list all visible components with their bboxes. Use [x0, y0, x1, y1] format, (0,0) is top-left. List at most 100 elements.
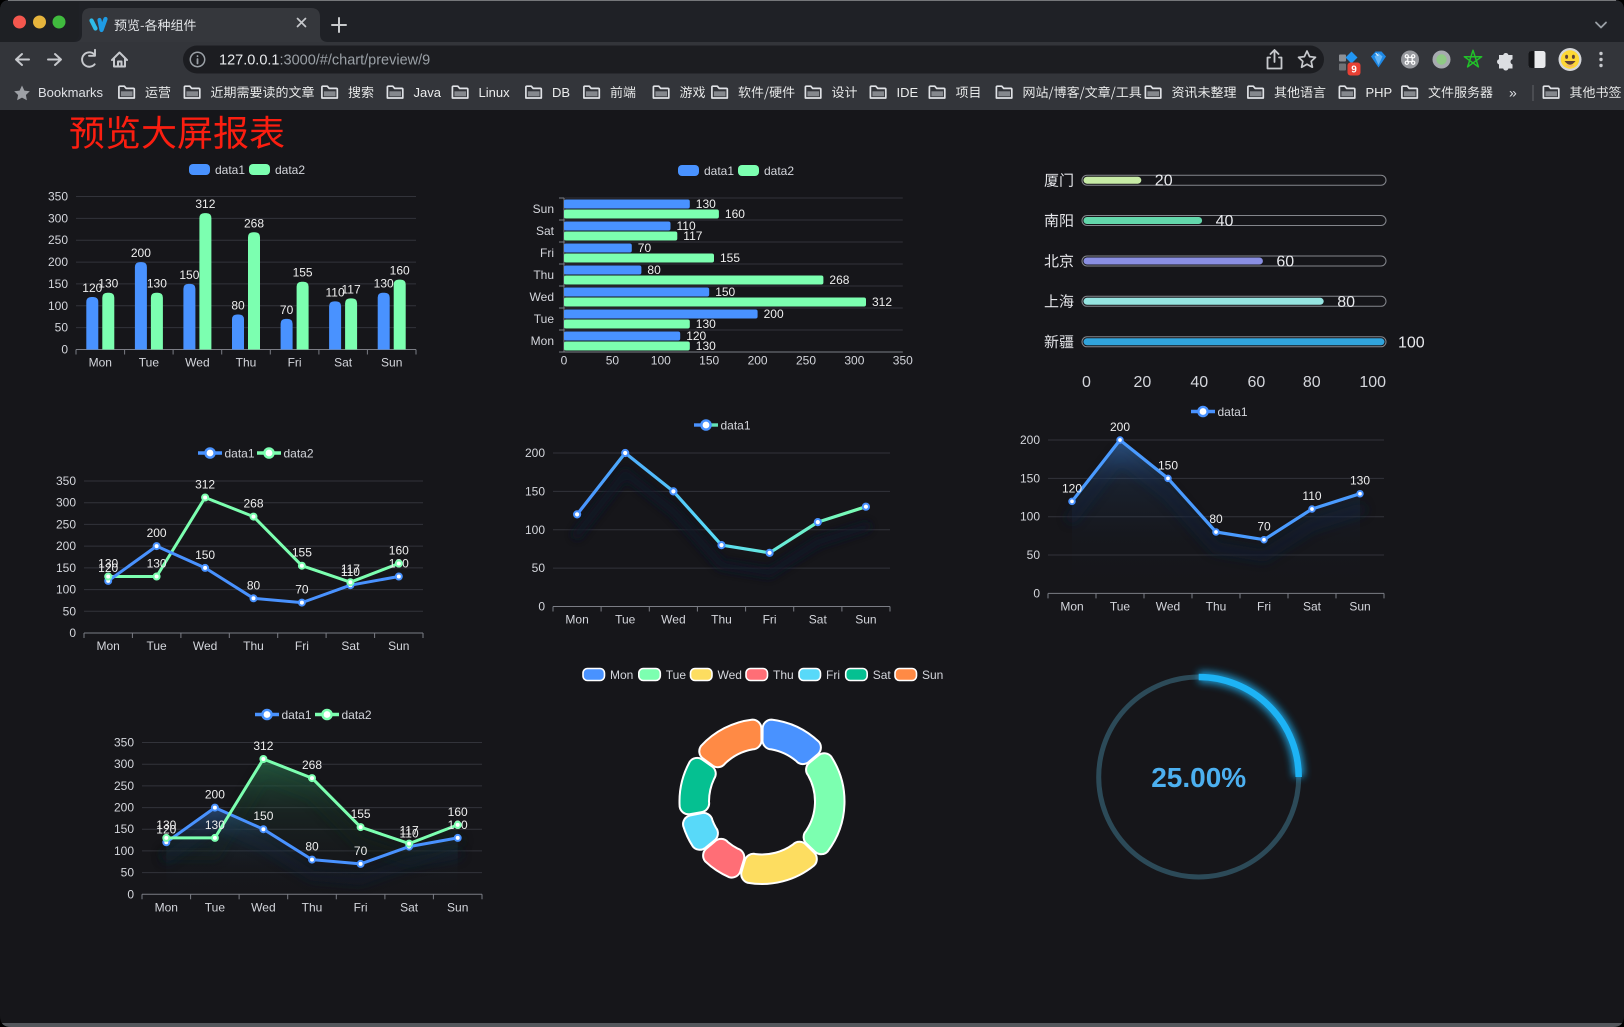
- svg-text:250: 250: [56, 517, 76, 531]
- svg-text:200: 200: [748, 354, 768, 368]
- svg-text:268: 268: [302, 758, 322, 772]
- svg-text:Fri: Fri: [295, 639, 309, 653]
- svg-text:110: 110: [326, 285, 345, 299]
- svg-text:130: 130: [696, 317, 716, 331]
- svg-text:0: 0: [1033, 586, 1040, 600]
- svg-text:120: 120: [98, 561, 118, 575]
- svg-text:Sun: Sun: [388, 639, 409, 653]
- svg-text:130: 130: [205, 818, 225, 832]
- svg-text:data2: data2: [764, 164, 794, 178]
- svg-text:Sun: Sun: [855, 613, 876, 627]
- svg-text:100: 100: [48, 299, 68, 313]
- svg-text:150: 150: [253, 809, 273, 823]
- svg-text:Fri: Fri: [763, 613, 777, 627]
- svg-text:160: 160: [389, 544, 409, 558]
- svg-text:312: 312: [253, 739, 273, 753]
- svg-text:data2: data2: [284, 447, 314, 461]
- svg-text:80: 80: [305, 840, 319, 854]
- svg-text:150: 150: [715, 285, 735, 299]
- svg-text:200: 200: [131, 246, 151, 260]
- svg-text:Mon: Mon: [155, 900, 178, 914]
- svg-text:100: 100: [1398, 334, 1425, 351]
- svg-text:130: 130: [98, 277, 118, 291]
- svg-text:110: 110: [341, 565, 360, 579]
- svg-text:Wed: Wed: [1156, 599, 1180, 613]
- svg-text:data1: data1: [215, 163, 245, 177]
- svg-text:data1: data1: [721, 419, 751, 433]
- svg-text:110: 110: [677, 219, 696, 233]
- svg-text:200: 200: [56, 539, 76, 553]
- svg-text:Wed: Wed: [661, 613, 685, 627]
- svg-text:350: 350: [893, 354, 913, 368]
- svg-text:»: »: [1509, 85, 1517, 101]
- svg-text:130: 130: [147, 277, 167, 291]
- svg-text:Sat: Sat: [873, 668, 892, 682]
- svg-text:data1: data1: [225, 447, 255, 461]
- svg-text:150: 150: [114, 822, 134, 836]
- svg-text:80: 80: [1337, 294, 1355, 311]
- svg-text:Thu: Thu: [302, 900, 323, 914]
- svg-text:Java: Java: [414, 85, 442, 100]
- svg-text:Mon: Mon: [531, 334, 554, 348]
- svg-text:117: 117: [400, 824, 419, 838]
- svg-text:Sat: Sat: [341, 639, 360, 653]
- svg-text:0: 0: [61, 343, 68, 357]
- svg-text:130: 130: [1350, 474, 1370, 488]
- svg-text:200: 200: [205, 788, 225, 802]
- svg-text:Thu: Thu: [236, 356, 257, 370]
- svg-text:300: 300: [844, 354, 864, 368]
- svg-text:Sat: Sat: [536, 224, 555, 238]
- svg-text:50: 50: [55, 321, 69, 335]
- svg-text:Tue: Tue: [146, 639, 167, 653]
- svg-text:312: 312: [195, 478, 215, 492]
- svg-text:100: 100: [56, 583, 76, 597]
- svg-text:data1: data1: [704, 164, 734, 178]
- svg-text:130: 130: [156, 818, 176, 832]
- svg-text:70: 70: [280, 303, 294, 317]
- svg-text:70: 70: [295, 583, 309, 597]
- svg-text:200: 200: [525, 446, 545, 460]
- svg-text:Sun: Sun: [381, 356, 402, 370]
- svg-text:Mon: Mon: [97, 639, 120, 653]
- svg-text:160: 160: [725, 207, 745, 221]
- svg-text:70: 70: [354, 844, 368, 858]
- svg-text:268: 268: [244, 216, 264, 230]
- svg-text:150: 150: [699, 354, 719, 368]
- svg-text:Fri: Fri: [540, 246, 554, 260]
- svg-text:130: 130: [147, 557, 167, 571]
- svg-text:Sat: Sat: [334, 356, 353, 370]
- svg-text:Linux: Linux: [479, 85, 511, 100]
- svg-text:100: 100: [114, 844, 134, 858]
- svg-text:200: 200: [1020, 433, 1040, 447]
- svg-text:312: 312: [195, 197, 215, 211]
- svg-text:40: 40: [1190, 374, 1208, 391]
- svg-text:Tue: Tue: [666, 668, 687, 682]
- svg-text:Tue: Tue: [1110, 599, 1131, 613]
- svg-text:Mon: Mon: [565, 613, 588, 627]
- svg-text:155: 155: [293, 266, 313, 280]
- svg-text:Thu: Thu: [773, 668, 794, 682]
- svg-text:0: 0: [127, 887, 134, 901]
- svg-text:130: 130: [696, 197, 716, 211]
- svg-text:155: 155: [292, 546, 312, 560]
- svg-text:130: 130: [374, 277, 394, 291]
- svg-text:80: 80: [1209, 512, 1223, 526]
- svg-text:IDE: IDE: [897, 85, 919, 100]
- svg-text:Sun: Sun: [922, 668, 943, 682]
- svg-text:9: 9: [1351, 65, 1357, 76]
- svg-text:150: 150: [1158, 458, 1178, 472]
- svg-text:0: 0: [561, 354, 568, 368]
- svg-text:Mon: Mon: [610, 668, 633, 682]
- svg-text:Wed: Wed: [185, 356, 209, 370]
- svg-text:150: 150: [56, 561, 76, 575]
- svg-text:110: 110: [1302, 489, 1321, 503]
- svg-text:155: 155: [720, 251, 740, 265]
- svg-text:117: 117: [341, 562, 360, 576]
- svg-text:127.0.0.1:3000/#/chart/preview: 127.0.0.1:3000/#/chart/preview/9: [219, 53, 430, 69]
- svg-text:80: 80: [231, 299, 245, 313]
- svg-text:200: 200: [764, 307, 784, 321]
- svg-text:Thu: Thu: [1206, 599, 1227, 613]
- svg-text:117: 117: [342, 282, 361, 296]
- svg-text:Sat: Sat: [1303, 599, 1322, 613]
- svg-text:80: 80: [1303, 374, 1321, 391]
